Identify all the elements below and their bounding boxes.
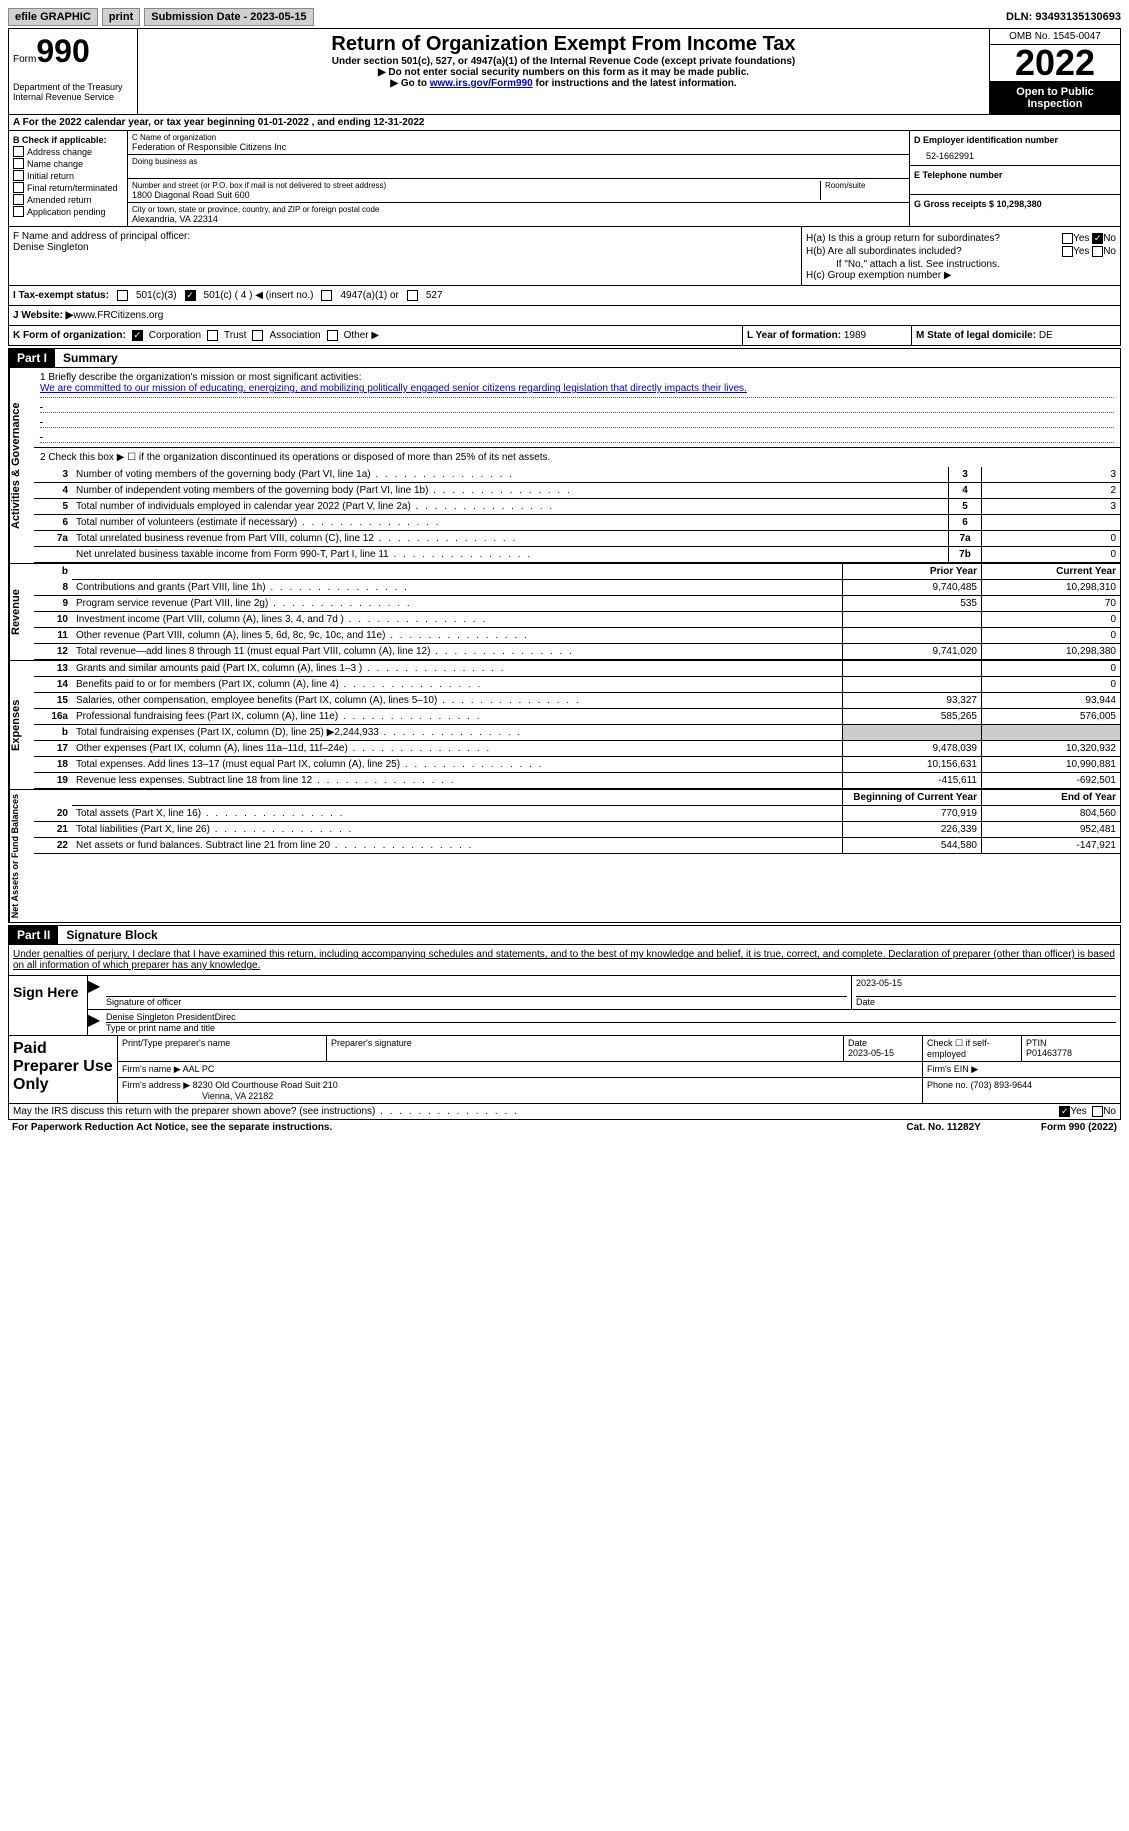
officer-label: F Name and address of principal officer: xyxy=(13,231,797,242)
org-city: Alexandria, VA 22314 xyxy=(132,214,905,224)
table-row: 9Program service revenue (Part VIII, lin… xyxy=(34,596,1120,612)
form-subtitle: Under section 501(c), 527, or 4947(a)(1)… xyxy=(142,56,985,67)
sidebar-expenses: Expenses xyxy=(9,661,34,789)
form-header: Form990 Department of the Treasury Inter… xyxy=(8,28,1121,115)
row-k: K Form of organization: ✓Corporation Tru… xyxy=(8,326,1121,346)
check-applicable-label: B Check if applicable: xyxy=(13,135,123,145)
org-name-label: C Name of organization xyxy=(132,133,905,142)
section-b: B Check if applicable: Address changeNam… xyxy=(8,131,1121,227)
hb-note: If "No," attach a list. See instructions… xyxy=(806,259,1116,270)
sig-date: 2023-05-15 xyxy=(856,978,1116,997)
table-row: 17Other expenses (Part IX, column (A), l… xyxy=(34,741,1120,757)
table-row: 12Total revenue—add lines 8 through 11 (… xyxy=(34,644,1120,660)
room-label: Room/suite xyxy=(825,181,905,190)
mission-label: 1 Briefly describe the organization's mi… xyxy=(40,372,1114,383)
table-row: 6Total number of volunteers (estimate if… xyxy=(34,515,1120,531)
table-row: 22Net assets or fund balances. Subtract … xyxy=(34,838,1120,854)
date-label: Date xyxy=(856,997,1116,1007)
ha-line: H(a) Is this a group return for subordin… xyxy=(806,233,1116,244)
topbar: efile GRAPHIC print Submission Date - 20… xyxy=(8,8,1121,26)
check-option[interactable]: Final return/terminated xyxy=(13,182,123,193)
table-row: 8Contributions and grants (Part VIII, li… xyxy=(34,580,1120,596)
discuss-row: May the IRS discuss this return with the… xyxy=(8,1104,1121,1120)
submission-date: Submission Date - 2023-05-15 xyxy=(144,8,313,26)
footer: For Paperwork Reduction Act Notice, see … xyxy=(8,1120,1121,1135)
typed-name: Denise Singleton PresidentDirec xyxy=(106,1012,1116,1023)
table-row: 11Other revenue (Part VIII, column (A), … xyxy=(34,628,1120,644)
phone-label: E Telephone number xyxy=(914,170,1116,180)
table-row: 16aProfessional fundraising fees (Part I… xyxy=(34,709,1120,725)
501c4-checked-icon: ✓ xyxy=(185,290,196,301)
org-address: 1800 Diagonal Road Suit 600 xyxy=(132,190,820,200)
table-row: 14Benefits paid to or for members (Part … xyxy=(34,677,1120,693)
q2-text: 2 Check this box ▶ ☐ if the organization… xyxy=(34,448,1120,467)
row-j: J Website: ▶ www.FRCitizens.org xyxy=(8,306,1121,326)
sidebar-activities: Activities & Governance xyxy=(9,368,34,563)
form-title: Return of Organization Exempt From Incom… xyxy=(142,33,985,56)
typed-label: Type or print name and title xyxy=(106,1023,1116,1033)
tax-year: 2022 xyxy=(990,45,1120,82)
efile-label: efile GRAPHIC xyxy=(8,8,98,26)
check-option[interactable]: Address change xyxy=(13,146,123,157)
table-row: 5Total number of individuals employed in… xyxy=(34,499,1120,515)
org-name: Federation of Responsible Citizens Inc xyxy=(132,142,905,152)
addr-label: Number and street (or P.O. box if mail i… xyxy=(132,181,820,190)
table-row: bTotal fundraising expenses (Part IX, co… xyxy=(34,725,1120,741)
check-option[interactable]: Initial return xyxy=(13,170,123,181)
sig-officer-label: Signature of officer xyxy=(106,997,847,1007)
dln: DLN: 93493135130693 xyxy=(1006,11,1121,23)
department-label: Department of the Treasury Internal Reve… xyxy=(13,82,133,102)
sign-here-section: Sign Here ▶ Signature of officer 2023-05… xyxy=(8,976,1121,1036)
hc-line: H(c) Group exemption number ▶ xyxy=(806,270,1116,281)
hb-line: H(b) Are all subordinates included? Yes … xyxy=(806,246,1116,257)
ein: 52-1662991 xyxy=(914,145,1116,161)
no-checked-icon: ✓ xyxy=(1092,233,1103,244)
table-row: 18Total expenses. Add lines 13–17 (must … xyxy=(34,757,1120,773)
dba-label: Doing business as xyxy=(132,157,905,166)
check-option[interactable]: Amended return xyxy=(13,194,123,205)
row-i: I Tax-exempt status: 501(c)(3) ✓501(c) (… xyxy=(8,286,1121,306)
table-row: 4Number of independent voting members of… xyxy=(34,483,1120,499)
table-row: 10Investment income (Part VIII, column (… xyxy=(34,612,1120,628)
preparer-section: Paid Preparer Use Only Print/Type prepar… xyxy=(8,1036,1121,1104)
table-row: 21Total liabilities (Part X, line 26)226… xyxy=(34,822,1120,838)
sidebar-revenue: Revenue xyxy=(9,564,34,660)
instruction-1: ▶ Do not enter social security numbers o… xyxy=(142,67,985,78)
table-row: 20Total assets (Part X, line 16)770,9198… xyxy=(34,806,1120,822)
sidebar-net: Net Assets or Fund Balances xyxy=(9,790,34,922)
table-row: 19Revenue less expenses. Subtract line 1… xyxy=(34,773,1120,789)
section-fh: F Name and address of principal officer:… xyxy=(8,227,1121,286)
part1-header: Part I Summary xyxy=(8,348,1121,368)
check-option[interactable]: Name change xyxy=(13,158,123,169)
form-number: Form990 xyxy=(13,33,133,70)
table-row: 3Number of voting members of the governi… xyxy=(34,467,1120,483)
inspection-label: Open to Public Inspection xyxy=(990,82,1120,114)
table-row: 15Salaries, other compensation, employee… xyxy=(34,693,1120,709)
table-row: 7aTotal unrelated business revenue from … xyxy=(34,531,1120,547)
corp-checked-icon: ✓ xyxy=(132,330,143,341)
city-label: City or town, state or province, country… xyxy=(132,205,905,214)
irs-link[interactable]: www.irs.gov/Form990 xyxy=(430,78,533,89)
part2-header: Part II Signature Block xyxy=(8,925,1121,945)
declaration-text: Under penalties of perjury, I declare th… xyxy=(8,945,1121,976)
yes-checked-icon: ✓ xyxy=(1059,1106,1070,1117)
mission-text: We are committed to our mission of educa… xyxy=(40,383,1114,398)
table-row: Net unrelated business taxable income fr… xyxy=(34,547,1120,563)
row-a: A For the 2022 calendar year, or tax yea… xyxy=(8,115,1121,131)
ein-label: D Employer identification number xyxy=(914,135,1116,145)
print-button[interactable]: print xyxy=(102,8,140,26)
gross-receipts: G Gross receipts $ 10,298,380 xyxy=(914,199,1042,209)
table-row: 13Grants and similar amounts paid (Part … xyxy=(34,661,1120,677)
check-option[interactable]: Application pending xyxy=(13,206,123,217)
officer-name: Denise Singleton xyxy=(13,242,797,253)
instruction-2: ▶ Go to www.irs.gov/Form990 for instruct… xyxy=(142,78,985,89)
